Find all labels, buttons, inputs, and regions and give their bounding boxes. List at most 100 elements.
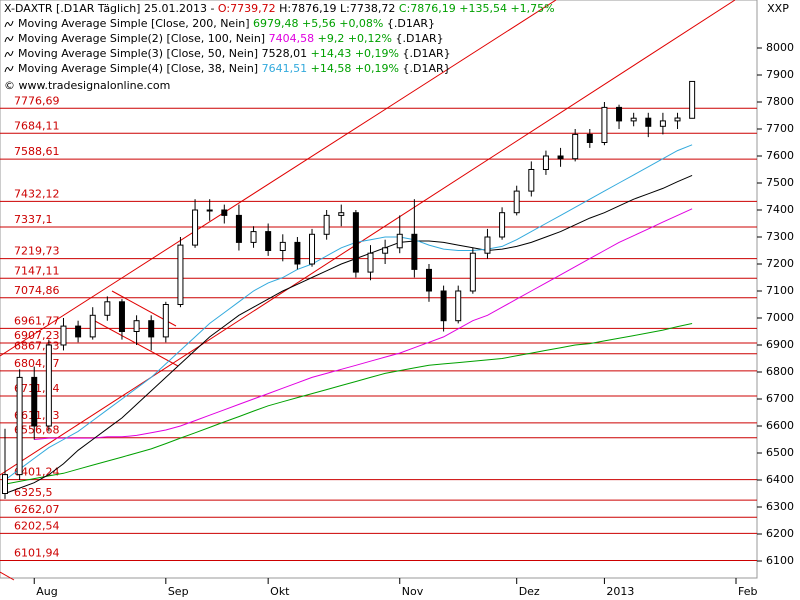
candle-body — [16, 376, 23, 476]
x-tick-label: Feb — [738, 585, 757, 598]
level-label: 7147,11 — [14, 264, 60, 277]
candle-body — [279, 241, 286, 251]
candle-body — [396, 233, 403, 249]
level-label: 7776,69 — [14, 94, 60, 107]
candle-body — [689, 80, 696, 119]
level-label: 6202,54 — [14, 519, 60, 532]
candle-body — [674, 117, 681, 122]
level-label: 6101,94 — [14, 546, 60, 559]
level-label: 6262,07 — [14, 503, 60, 516]
level-label: 7432,12 — [14, 187, 60, 200]
y-axis-label: XXP — [767, 2, 789, 15]
candle-body — [192, 209, 199, 246]
legend-change: +14,43 +0,19% — [311, 47, 399, 60]
y-tick-label: 6600 — [766, 419, 794, 432]
candle-body — [221, 209, 228, 216]
y-tick-label: 7800 — [766, 95, 794, 108]
level-label: 7074,86 — [14, 284, 60, 297]
candle-body — [177, 244, 184, 306]
y-tick-label: 7600 — [766, 149, 794, 162]
legend-suffix: {.D1AR} — [402, 47, 450, 60]
candle-body — [235, 214, 242, 243]
candle-body — [601, 106, 608, 143]
candle-body — [513, 190, 520, 214]
watermark: © www.tradesignalonline.com — [4, 79, 170, 92]
candle-body — [455, 290, 462, 322]
trend-line — [0, 0, 557, 357]
y-tick-label: 7300 — [766, 230, 794, 243]
y-tick-label: 6500 — [766, 446, 794, 459]
candle-body — [572, 133, 579, 160]
candle-body — [616, 106, 623, 122]
level-label: 7588,61 — [14, 145, 60, 158]
candle-body — [118, 301, 125, 332]
candle-body — [499, 212, 506, 238]
ma-line — [4, 144, 693, 481]
x-tick-label: Okt — [270, 585, 290, 598]
candle-body — [659, 120, 666, 127]
legend-value: 7528,01 — [262, 47, 308, 60]
legend-suffix: {.D1AR} — [395, 32, 443, 45]
y-tick-label: 6200 — [766, 527, 794, 540]
y-tick-label: 6800 — [766, 365, 794, 378]
plot-area — [0, 0, 758, 579]
level-label: 6961,77 — [14, 314, 60, 327]
y-tick-label: 6100 — [766, 554, 794, 567]
candle-body — [309, 233, 316, 265]
level-label: 6804,37 — [14, 357, 60, 370]
header-open: O:7739,72 — [218, 2, 276, 15]
y-tick-label: 6400 — [766, 473, 794, 486]
y-tick-label: 6300 — [766, 500, 794, 513]
header-high-low: H:7876,19 L:7738,72 — [279, 2, 395, 15]
y-tick-label: 8000 — [766, 41, 794, 54]
candle-body — [45, 344, 52, 427]
level-label: 6556,68 — [14, 424, 60, 437]
legend-suffix: {.D1AR} — [387, 17, 435, 30]
ma-line — [4, 323, 693, 485]
header: X-DAXTR [.D1AR Täglich] 25.01.2013 - O:7… — [4, 2, 555, 15]
legend-icon — [4, 20, 14, 28]
legend-change: +9,2 +0,12% — [318, 32, 392, 45]
candle-body — [586, 133, 593, 143]
level-label: 7219,73 — [14, 245, 60, 258]
candle-body — [352, 212, 359, 273]
x-tick-label: 2013 — [606, 585, 634, 598]
y-tick-label: 7900 — [766, 68, 794, 81]
candle-body — [75, 325, 82, 338]
candle-body — [323, 214, 330, 235]
candle-body — [162, 304, 169, 338]
ma-line — [34, 208, 693, 440]
y-tick-label: 7400 — [766, 203, 794, 216]
candle-body — [425, 268, 432, 292]
level-label: 6325,5 — [14, 486, 53, 499]
trend-line — [0, 571, 15, 581]
legend-entry: Moving Average Simple(3) [Close, 50, Nei… — [18, 47, 451, 60]
y-tick-label: 7500 — [766, 176, 794, 189]
candle-body — [411, 233, 418, 270]
legend-entry: Moving Average Simple [Close, 200, Nein]… — [18, 17, 435, 30]
y-tick-label: 7700 — [766, 122, 794, 135]
legend-entry: Moving Average Simple(2) [Close, 100, Ne… — [18, 32, 444, 45]
legend-icon — [4, 65, 14, 73]
legend-value: 7404,58 — [269, 32, 315, 45]
header-symbol: X-DAXTR [.D1AR Täglich] 25.01.2013 - — [4, 2, 214, 15]
candle-body — [542, 155, 549, 170]
candle-body — [294, 241, 301, 265]
candle-body — [104, 301, 111, 316]
legend-name: Moving Average Simple [Close, 200, Nein] — [18, 17, 250, 30]
candle-body — [630, 117, 637, 122]
y-tick-label: 7000 — [766, 311, 794, 324]
legend-value: 7641,51 — [262, 62, 308, 75]
header-close: C:7876,19 +135,54 +1,75% — [399, 2, 555, 15]
ma-line — [4, 174, 693, 494]
legend-name: Moving Average Simple(4) [Close, 38, Nei… — [18, 62, 258, 75]
candle-body — [382, 247, 389, 254]
candle-body — [206, 209, 213, 212]
candle-body — [133, 320, 140, 333]
candle-body — [557, 155, 564, 160]
y-tick-label: 7100 — [766, 284, 794, 297]
candle-body — [484, 236, 491, 254]
legend-value: 6979,48 — [253, 17, 299, 30]
y-tick-label: 6700 — [766, 392, 794, 405]
